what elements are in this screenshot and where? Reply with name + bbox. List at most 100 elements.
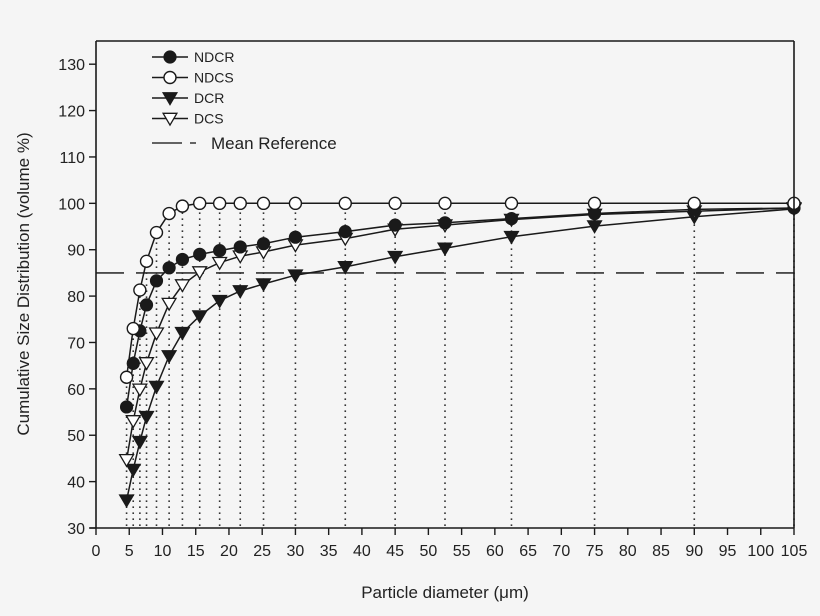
- x-tick-label: 25: [253, 543, 271, 560]
- y-tick-label: 100: [58, 196, 85, 213]
- legend-label: Mean Reference: [211, 134, 337, 153]
- y-tick-label: 30: [67, 521, 85, 538]
- data-point: [232, 285, 249, 299]
- legend-open-circle-icon: [163, 70, 177, 85]
- data-point: [133, 283, 147, 297]
- y-tick-label: 110: [59, 150, 85, 167]
- data-point: [256, 196, 271, 211]
- data-point: [148, 380, 165, 395]
- data-point: [287, 269, 304, 284]
- data-point: [233, 240, 247, 254]
- y-tick-label: 120: [58, 104, 85, 121]
- data-point: [162, 261, 176, 275]
- data-point: [125, 463, 142, 478]
- data-point: [504, 196, 519, 211]
- data-point: [125, 415, 142, 429]
- data-point: [212, 196, 227, 211]
- data-point: [119, 400, 134, 414]
- data-point: [436, 242, 454, 257]
- series-line: [125, 208, 795, 501]
- data-point: [191, 266, 208, 280]
- y-axis-title: Cumulative Size Distribution (volume %): [14, 132, 33, 435]
- x-tick-label: 50: [419, 543, 437, 560]
- x-tick-label: 70: [552, 543, 570, 560]
- x-tick-label: 55: [453, 543, 471, 560]
- x-tick-label: 75: [586, 543, 604, 560]
- legend-open-triangle-down-icon: [161, 112, 179, 127]
- series-dcs-markers: [118, 202, 803, 468]
- data-point: [148, 327, 165, 342]
- x-tick-label: 100: [747, 543, 774, 560]
- data-point: [193, 247, 207, 261]
- legend-filled-triangle-down-icon: [161, 92, 179, 106]
- data-point: [211, 294, 228, 309]
- data-point: [149, 274, 164, 288]
- data-point: [338, 196, 352, 211]
- x-tick-label: 45: [386, 543, 404, 560]
- data-point: [255, 278, 272, 292]
- data-point: [126, 321, 140, 336]
- x-tick-label: 80: [619, 543, 637, 560]
- y-tick-label: 50: [67, 428, 85, 445]
- y-tick-label: 40: [67, 475, 85, 492]
- data-point: [193, 196, 207, 211]
- data-point: [131, 435, 148, 450]
- data-point: [503, 230, 520, 245]
- data-point: [131, 383, 148, 398]
- data-point: [161, 350, 178, 364]
- data-point: [388, 196, 402, 211]
- data-point: [162, 206, 176, 221]
- data-point: [191, 310, 208, 324]
- data-point: [138, 357, 155, 371]
- data-point: [233, 196, 247, 211]
- axes: 0 5 10 15 20 25 30 35 40 45 50 55 60 65 70 75 80 85 90 95 10…: [58, 40, 808, 560]
- data-point: [139, 254, 154, 269]
- x-tick-label: 65: [519, 543, 537, 560]
- x-tick-label: 60: [486, 543, 504, 560]
- series-ndcs-markers: [119, 196, 801, 384]
- legend-label: NDCS: [194, 70, 234, 86]
- data-point: [687, 196, 701, 211]
- data-point: [138, 410, 155, 425]
- legend-item-ndcs: NDCS: [152, 70, 234, 86]
- data-point: [161, 297, 178, 312]
- legend-item-mean-reference: Mean Reference: [152, 134, 337, 153]
- data-point: [118, 494, 135, 509]
- x-tick-label: 105: [781, 543, 808, 560]
- legend-filled-circle-icon: [163, 50, 177, 64]
- data-point: [387, 250, 404, 265]
- data-point: [438, 216, 452, 230]
- data-point: [256, 237, 271, 251]
- data-point: [213, 244, 227, 258]
- x-tick-label: 40: [353, 543, 371, 560]
- data-point: [438, 196, 452, 211]
- data-point: [388, 218, 402, 232]
- data-point: [338, 225, 352, 239]
- x-axis-title: Particle diameter (μm): [361, 583, 529, 602]
- legend: NDCR NDCS DCR DCS Mean Reference: [152, 49, 337, 153]
- series-dcr: [125, 208, 795, 501]
- data-point: [119, 370, 134, 384]
- x-tick-label: 10: [154, 543, 172, 560]
- y-tick-label: 70: [67, 335, 85, 352]
- data-point: [118, 453, 135, 468]
- data-point: [126, 356, 140, 370]
- data-series: [118, 196, 803, 509]
- legend-item-ndcr: NDCR: [152, 49, 234, 65]
- legend-item-dcs: DCS: [152, 111, 224, 127]
- legend-label: DCS: [194, 111, 224, 127]
- data-point: [587, 196, 602, 211]
- data-point: [174, 326, 191, 341]
- y-tick-label: 130: [58, 57, 85, 74]
- data-point: [174, 279, 191, 293]
- series-ndcr-markers: [119, 201, 801, 414]
- data-point: [288, 230, 303, 244]
- vertical-dotted-guides: [125, 209, 795, 526]
- x-tick-label: 35: [320, 543, 338, 560]
- data-point: [149, 225, 164, 240]
- legend-label: NDCR: [194, 49, 234, 65]
- data-point: [175, 252, 190, 267]
- y-tick-label: 80: [67, 289, 85, 306]
